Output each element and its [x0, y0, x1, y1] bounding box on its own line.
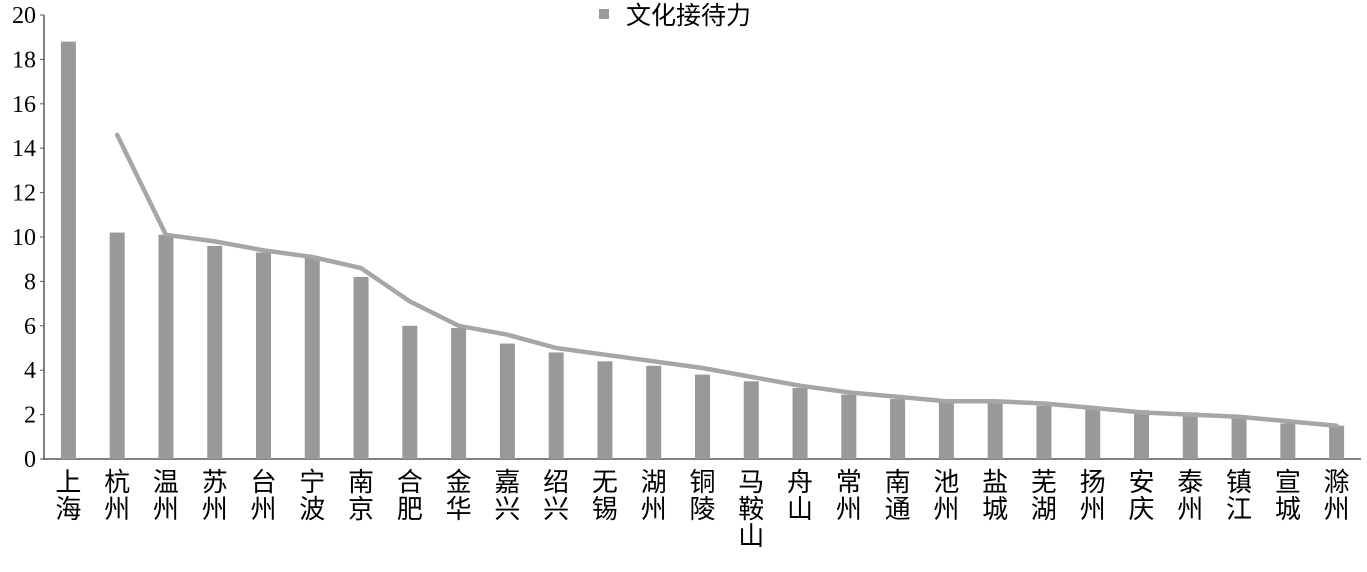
x-category-label: 宁波	[299, 468, 325, 525]
y-tick-label: 16	[12, 92, 36, 118]
x-category-label: 滁州	[1324, 468, 1350, 525]
y-tick-label: 18	[12, 47, 36, 73]
bar-宣城	[1280, 423, 1296, 459]
x-category-label: 南通	[885, 468, 911, 525]
bar-铜陵	[695, 374, 710, 459]
y-tick-label: 6	[24, 314, 36, 340]
bar-镇江	[1231, 416, 1247, 459]
x-category-label: 镇江	[1226, 468, 1252, 525]
y-tick-label: 20	[12, 3, 36, 29]
bar-湖州	[646, 365, 662, 459]
x-category-label: 宣城	[1275, 468, 1301, 525]
x-category-label: 合肥	[397, 468, 423, 525]
x-category-label: 马鞍山	[738, 468, 764, 552]
x-category-label: 绍兴	[543, 468, 569, 525]
bar-合肥	[402, 325, 418, 459]
x-category-label: 嘉兴	[494, 468, 520, 525]
bar-扬州	[1085, 407, 1101, 459]
bar-池州	[938, 401, 954, 459]
y-tick-label: 2	[24, 403, 36, 429]
bar-南京	[353, 276, 369, 459]
x-category-label: 铜陵	[689, 468, 715, 525]
bar-舟山	[792, 387, 808, 459]
x-category-label: 湖州	[641, 468, 667, 525]
bar-马鞍山	[743, 381, 759, 459]
bar-安庆	[1134, 410, 1149, 459]
trend-line	[114, 132, 1339, 428]
bar-芜湖	[1036, 405, 1052, 459]
bar-宁波	[304, 256, 320, 459]
y-tick-label: 4	[24, 358, 36, 384]
legend-label: 文化接待力	[626, 1, 751, 30]
x-category-label: 温州	[153, 468, 179, 525]
bar-泰州	[1182, 412, 1198, 459]
y-tick-label: 10	[12, 225, 36, 251]
y-tick-label: 8	[24, 269, 36, 295]
plot-area: 0 2 4 6 8 10 12 14 16 18 20 上海杭州温州苏州台州宁波南京合肥金华嘉兴绍兴无…	[12, 3, 1361, 552]
bar-无锡	[597, 361, 613, 459]
x-category-label: 常州	[836, 468, 862, 525]
bar-盐城	[987, 403, 1003, 459]
bar-嘉兴	[499, 343, 515, 459]
x-category-label: 扬州	[1080, 468, 1106, 525]
bar-上海	[60, 41, 76, 459]
x-category-label: 杭州	[104, 468, 130, 525]
x-category-label: 芜湖	[1031, 468, 1057, 525]
y-tick-label: 12	[12, 181, 36, 207]
bar-金华	[451, 328, 467, 459]
bar-滁州	[1329, 425, 1345, 459]
x-category-label: 安庆	[1128, 468, 1154, 525]
bar-绍兴	[548, 352, 564, 459]
bar-杭州	[109, 232, 125, 459]
x-category-label: 金华	[446, 468, 472, 525]
x-category-label: 无锡	[592, 468, 618, 525]
bar-南通	[890, 399, 906, 459]
legend-swatch	[599, 9, 609, 19]
bar-台州	[256, 252, 271, 459]
x-category-label: 盐城	[982, 468, 1008, 525]
x-category-label: 台州	[250, 468, 276, 525]
y-tick-label: 0	[24, 447, 36, 473]
y-tick-label: 14	[12, 136, 36, 162]
bar-苏州	[207, 245, 223, 459]
x-category-label: 上海	[55, 468, 81, 525]
x-category-label: 舟山	[787, 468, 813, 525]
x-category-label: 池州	[933, 468, 959, 525]
x-category-label: 泰州	[1177, 468, 1203, 525]
x-category-label: 苏州	[202, 468, 228, 525]
bar-常州	[841, 394, 857, 459]
bar-温州	[158, 234, 174, 459]
x-category-label: 南京	[348, 468, 374, 525]
legend: 文化接待力	[599, 1, 751, 30]
